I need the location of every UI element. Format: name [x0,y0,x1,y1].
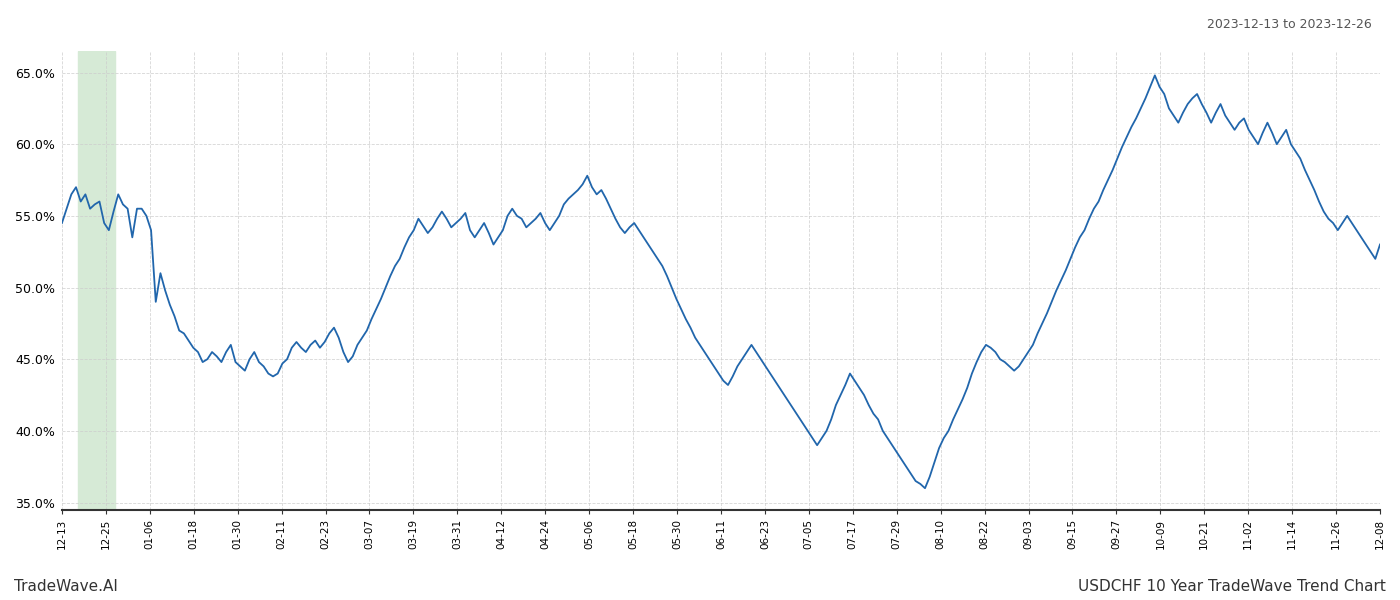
Text: 2023-12-13 to 2023-12-26: 2023-12-13 to 2023-12-26 [1207,18,1372,31]
Bar [78,51,115,510]
Text: USDCHF 10 Year TradeWave Trend Chart: USDCHF 10 Year TradeWave Trend Chart [1078,579,1386,594]
Text: TradeWave.AI: TradeWave.AI [14,579,118,594]
